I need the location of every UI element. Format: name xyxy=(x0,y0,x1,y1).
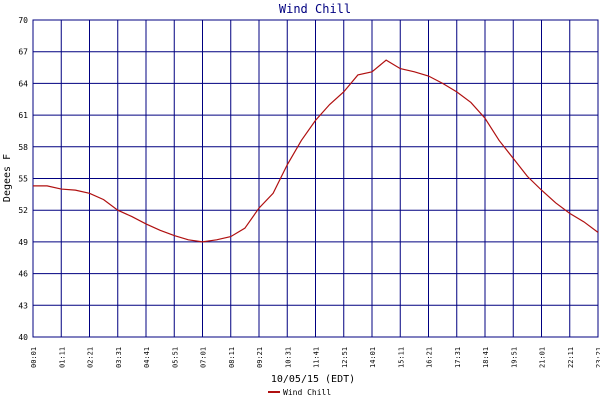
x-tick-label: 04:41 xyxy=(143,347,151,368)
y-tick-label: 43 xyxy=(18,301,28,310)
x-tick-label: 19:51 xyxy=(510,347,518,368)
y-tick-label: 52 xyxy=(18,206,28,215)
y-tick-label: 58 xyxy=(18,143,28,152)
y-axis-label: Degees F xyxy=(2,154,13,202)
x-tick-label: 23:21 xyxy=(595,347,600,368)
x-tick-label: 21:01 xyxy=(539,347,547,368)
y-tick-label: 49 xyxy=(18,238,28,247)
x-tick-label: 03:31 xyxy=(115,347,123,368)
x-tick-label: 11:41 xyxy=(313,347,321,368)
x-tick-label: 22:11 xyxy=(567,347,575,368)
y-tick-label: 70 xyxy=(18,16,28,25)
x-tick-label: 18:41 xyxy=(482,347,490,368)
x-axis-label: 10/05/15 (EDT) xyxy=(271,374,355,385)
x-tick-label: 14:01 xyxy=(369,347,377,368)
x-tick-label: 12:51 xyxy=(341,347,349,368)
x-tick-label: 00:01 xyxy=(30,347,38,368)
x-tick-label: 09:21 xyxy=(256,347,264,368)
x-tick-label: 05:51 xyxy=(171,347,179,368)
x-tick-label: 08:11 xyxy=(228,347,236,368)
y-tick-label: 46 xyxy=(18,270,28,279)
y-tick-label: 64 xyxy=(18,79,28,88)
x-tick-label: 16:21 xyxy=(426,347,434,368)
y-tick-label: 67 xyxy=(18,48,28,57)
x-tick-label: 15:11 xyxy=(397,347,405,368)
x-tick-label: 01:11 xyxy=(58,347,66,368)
legend-label: Wind Chill xyxy=(283,388,331,397)
x-tick-label: 07:01 xyxy=(200,347,208,368)
x-tick-label: 17:31 xyxy=(454,347,462,368)
chart-title: Wind Chill xyxy=(279,2,351,16)
y-tick-label: 61 xyxy=(18,111,28,120)
data-line xyxy=(33,59,599,243)
x-tick-label: 10:31 xyxy=(284,347,292,368)
x-tick-label: 02:21 xyxy=(87,347,95,368)
y-tick-label: 40 xyxy=(18,333,28,342)
y-tick-label: 55 xyxy=(18,175,28,184)
